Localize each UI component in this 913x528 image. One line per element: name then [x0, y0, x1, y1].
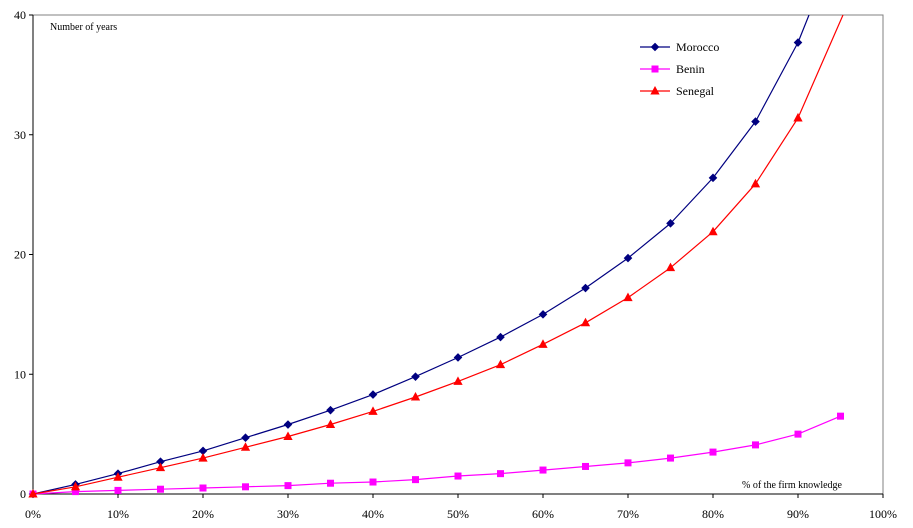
data-point-senegal — [410, 391, 421, 401]
x-tick-label: 10% — [107, 507, 129, 521]
x-tick-label: 0% — [25, 507, 41, 521]
data-point-morocco — [751, 117, 760, 126]
data-point-benin — [454, 472, 462, 480]
series-line-morocco — [32, 15, 810, 495]
y-tick-label: 0 — [20, 487, 26, 501]
series-morocco — [28, 15, 810, 499]
series-benin — [29, 412, 844, 498]
data-point-morocco — [496, 332, 505, 342]
data-point-morocco — [241, 433, 250, 443]
y-tick-label: 10 — [14, 367, 26, 381]
data-point-senegal — [495, 359, 506, 369]
y-tick-label: 30 — [14, 128, 26, 142]
data-point-senegal — [793, 112, 803, 122]
data-point-senegal — [708, 226, 718, 236]
x-tick-label: 50% — [447, 507, 469, 521]
x-tick-label: 60% — [532, 507, 554, 521]
legend-label-senegal: Senegal — [676, 84, 715, 98]
x-tick-label: 30% — [277, 507, 299, 521]
y-axis: 0 10 20 30 40 — [14, 8, 33, 501]
plot-area — [32, 14, 884, 495]
data-point-senegal — [70, 481, 81, 491]
x-tick-label: 40% — [362, 507, 384, 521]
data-point-senegal — [623, 292, 633, 302]
data-point-senegal — [240, 442, 251, 451]
y-tick-label: 20 — [14, 248, 26, 262]
y-tick-label: 40 — [14, 8, 26, 22]
data-point-benin — [837, 412, 844, 420]
data-point-senegal — [325, 419, 336, 429]
data-point-morocco — [538, 310, 548, 319]
legend-marker-morocco — [650, 42, 660, 52]
data-point-morocco — [623, 253, 633, 263]
data-point-senegal — [283, 431, 293, 441]
data-point-benin — [752, 441, 759, 449]
data-point-benin — [794, 430, 802, 438]
data-point-morocco — [708, 173, 718, 183]
data-point-benin — [624, 459, 632, 467]
plot-border — [32, 14, 884, 495]
data-point-benin — [157, 485, 164, 493]
x-tick-label: 20% — [192, 507, 214, 521]
legend-marker-benin — [651, 65, 659, 73]
legend-marker-senegal — [650, 85, 660, 95]
legend-item-morocco: Morocco — [640, 40, 719, 54]
x-tick-label: 90% — [787, 507, 809, 521]
data-point-senegal — [453, 376, 463, 385]
data-point-morocco — [793, 38, 803, 47]
y-axis-title: Number of years — [50, 22, 117, 33]
data-point-senegal — [665, 262, 676, 272]
series-line-benin — [32, 415, 841, 495]
data-point-morocco — [326, 405, 335, 415]
data-point-morocco — [283, 420, 293, 429]
data-point-benin — [497, 470, 504, 478]
data-point-benin — [199, 484, 207, 492]
data-point-senegal — [28, 488, 38, 498]
data-point-benin — [284, 482, 292, 490]
x-tick-label: 80% — [702, 507, 724, 521]
data-point-benin — [114, 486, 122, 494]
data-point-senegal — [538, 339, 548, 348]
data-point-senegal — [113, 472, 123, 481]
x-tick-label: 100% — [869, 507, 897, 521]
data-point-morocco — [453, 353, 463, 362]
series-layer — [28, 15, 844, 499]
data-point-benin — [412, 476, 419, 484]
data-point-morocco — [581, 283, 590, 293]
data-point-senegal — [368, 406, 378, 415]
data-point-benin — [242, 483, 249, 491]
data-point-morocco — [368, 390, 378, 399]
legend: Morocco Benin Senegal — [640, 40, 719, 98]
legend-label-benin: Benin — [676, 62, 705, 76]
data-point-senegal — [750, 178, 761, 188]
data-point-benin — [709, 448, 717, 456]
data-point-benin — [327, 479, 334, 487]
series-senegal — [28, 15, 844, 498]
legend-item-benin: Benin — [640, 62, 705, 76]
data-point-senegal — [155, 462, 166, 472]
x-axis: 0% 10% 20% 30% 40% 50% 60% 70% 80% 90% 100% — [25, 494, 897, 521]
legend-item-senegal: Senegal — [640, 84, 715, 98]
x-axis-title: % of the firm knowledge — [742, 480, 843, 491]
legend-label-morocco: Morocco — [676, 40, 719, 54]
data-point-benin — [582, 462, 589, 470]
data-point-senegal — [580, 317, 591, 327]
series-line-senegal — [32, 15, 844, 495]
data-point-benin — [667, 454, 674, 462]
data-point-senegal — [198, 453, 208, 462]
data-point-benin — [539, 466, 547, 474]
data-point-morocco — [411, 372, 420, 381]
data-point-benin — [369, 478, 377, 486]
data-point-morocco — [666, 219, 675, 228]
x-tick-label: 70% — [617, 507, 639, 521]
